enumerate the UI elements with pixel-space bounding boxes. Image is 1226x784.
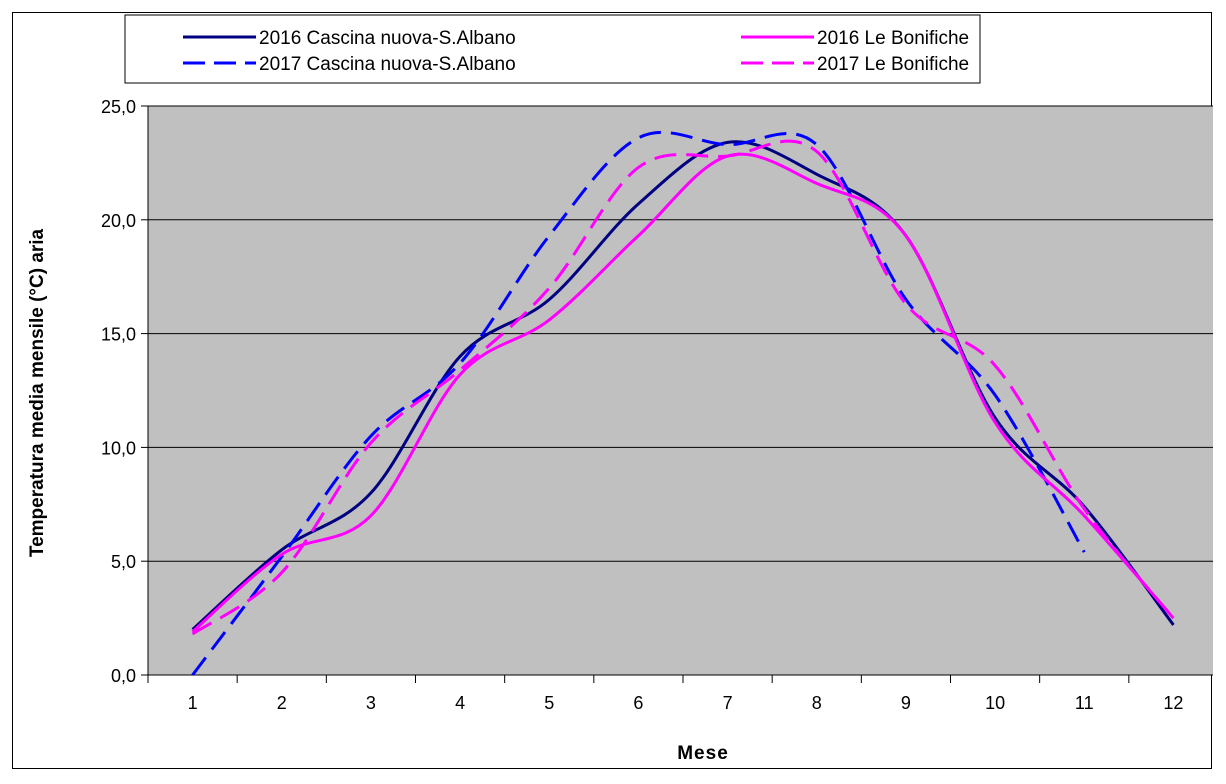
y-tick-label: 15,0 <box>101 325 136 345</box>
x-tick-label: 12 <box>1163 693 1183 713</box>
axes: 0,05,010,015,020,025,01 2 3 4 5 6 7 8 9 10 11 12 <box>101 97 1213 713</box>
x-axis-title: Mese <box>677 743 729 764</box>
x-tick-label: 8 <box>812 693 822 713</box>
legend-label: 2016 Le Bonifiche <box>817 28 969 49</box>
series-group <box>191 130 1175 676</box>
plot-area <box>147 105 1213 676</box>
series-line-2 <box>191 130 1086 676</box>
y-tick-label: 5,0 <box>111 552 136 572</box>
x-tick-label: 9 <box>901 693 911 713</box>
y-axis-title: Temperatura media mensile (°C) aria <box>27 228 48 557</box>
plot-background <box>147 105 1213 676</box>
x-tick-label: 6 <box>633 693 643 713</box>
x-tick-label: 11 <box>1075 693 1094 713</box>
series-line-3 <box>191 152 1175 633</box>
legend-label: 2016 Cascina nuova-S.Albano <box>259 28 516 49</box>
y-tick-label: 10,0 <box>101 438 136 458</box>
y-tick-label: 0,0 <box>111 666 136 686</box>
legend-label: 2017 Cascina nuova-S.Albano <box>259 54 516 75</box>
chart-frame: 0,0 5,0 10,0 15,0 20,0 25,0 1 2 3 4 5 6 7 8 9 10 11 12 20… <box>12 12 1213 769</box>
chart-svg: 0,05,010,015,020,025,01 2 3 4 5 6 7 8 9 10 11 12 20… <box>27 14 1213 764</box>
x-tick-label: 1 <box>188 693 198 713</box>
x-tick-label: 3 <box>366 693 376 713</box>
x-tick-label: 5 <box>544 693 554 713</box>
x-tick-label: 7 <box>723 693 733 713</box>
x-tick-label: 4 <box>455 693 465 713</box>
legend-label: 2017 Le Bonifiche <box>817 54 969 75</box>
y-tick-label: 25,0 <box>101 97 136 117</box>
x-tick-label: 2 <box>277 693 287 713</box>
legend-box <box>124 14 981 84</box>
series-line-4 <box>191 139 1175 636</box>
x-tick-label: 10 <box>985 693 1005 713</box>
legend: 2016 Cascina nuova-S.Albano 2016 Le Bonif… <box>124 14 981 84</box>
y-tick-label: 20,0 <box>101 211 136 231</box>
